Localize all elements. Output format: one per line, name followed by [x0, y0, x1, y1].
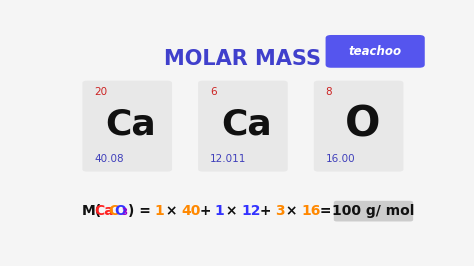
Text: ₃: ₃	[121, 204, 128, 218]
Text: 3: 3	[275, 204, 284, 218]
Text: Ca: Ca	[95, 204, 114, 218]
FancyBboxPatch shape	[326, 35, 425, 68]
Text: Ca: Ca	[106, 107, 156, 141]
Text: +: +	[195, 204, 216, 218]
Text: 16.00: 16.00	[326, 154, 355, 164]
Text: 40.08: 40.08	[94, 154, 124, 164]
Text: 1: 1	[215, 204, 225, 218]
Text: teachoo: teachoo	[348, 45, 402, 58]
FancyBboxPatch shape	[198, 81, 288, 172]
Text: M(: M(	[82, 204, 101, 218]
FancyBboxPatch shape	[82, 81, 172, 172]
Text: 20: 20	[94, 87, 107, 97]
Text: 12.011: 12.011	[210, 154, 246, 164]
Text: MOLAR MASS: MOLAR MASS	[164, 49, 321, 69]
FancyBboxPatch shape	[334, 201, 413, 222]
Text: 1: 1	[155, 204, 164, 218]
Text: ×: ×	[221, 204, 243, 218]
Text: 40: 40	[182, 204, 201, 218]
Text: O: O	[115, 204, 127, 218]
Text: +: +	[255, 204, 276, 218]
Text: ) =: ) =	[128, 204, 156, 218]
Text: 100 g/ mol: 100 g/ mol	[332, 204, 415, 218]
FancyBboxPatch shape	[314, 81, 403, 172]
Text: 16: 16	[301, 204, 321, 218]
Text: Ca: Ca	[221, 107, 272, 141]
Text: C: C	[108, 204, 118, 218]
Text: O: O	[345, 103, 380, 145]
Text: =: =	[315, 204, 336, 218]
Text: ×: ×	[161, 204, 183, 218]
Text: ×: ×	[282, 204, 303, 218]
Text: 6: 6	[210, 87, 217, 97]
Text: 8: 8	[326, 87, 332, 97]
Text: 12: 12	[241, 204, 261, 218]
